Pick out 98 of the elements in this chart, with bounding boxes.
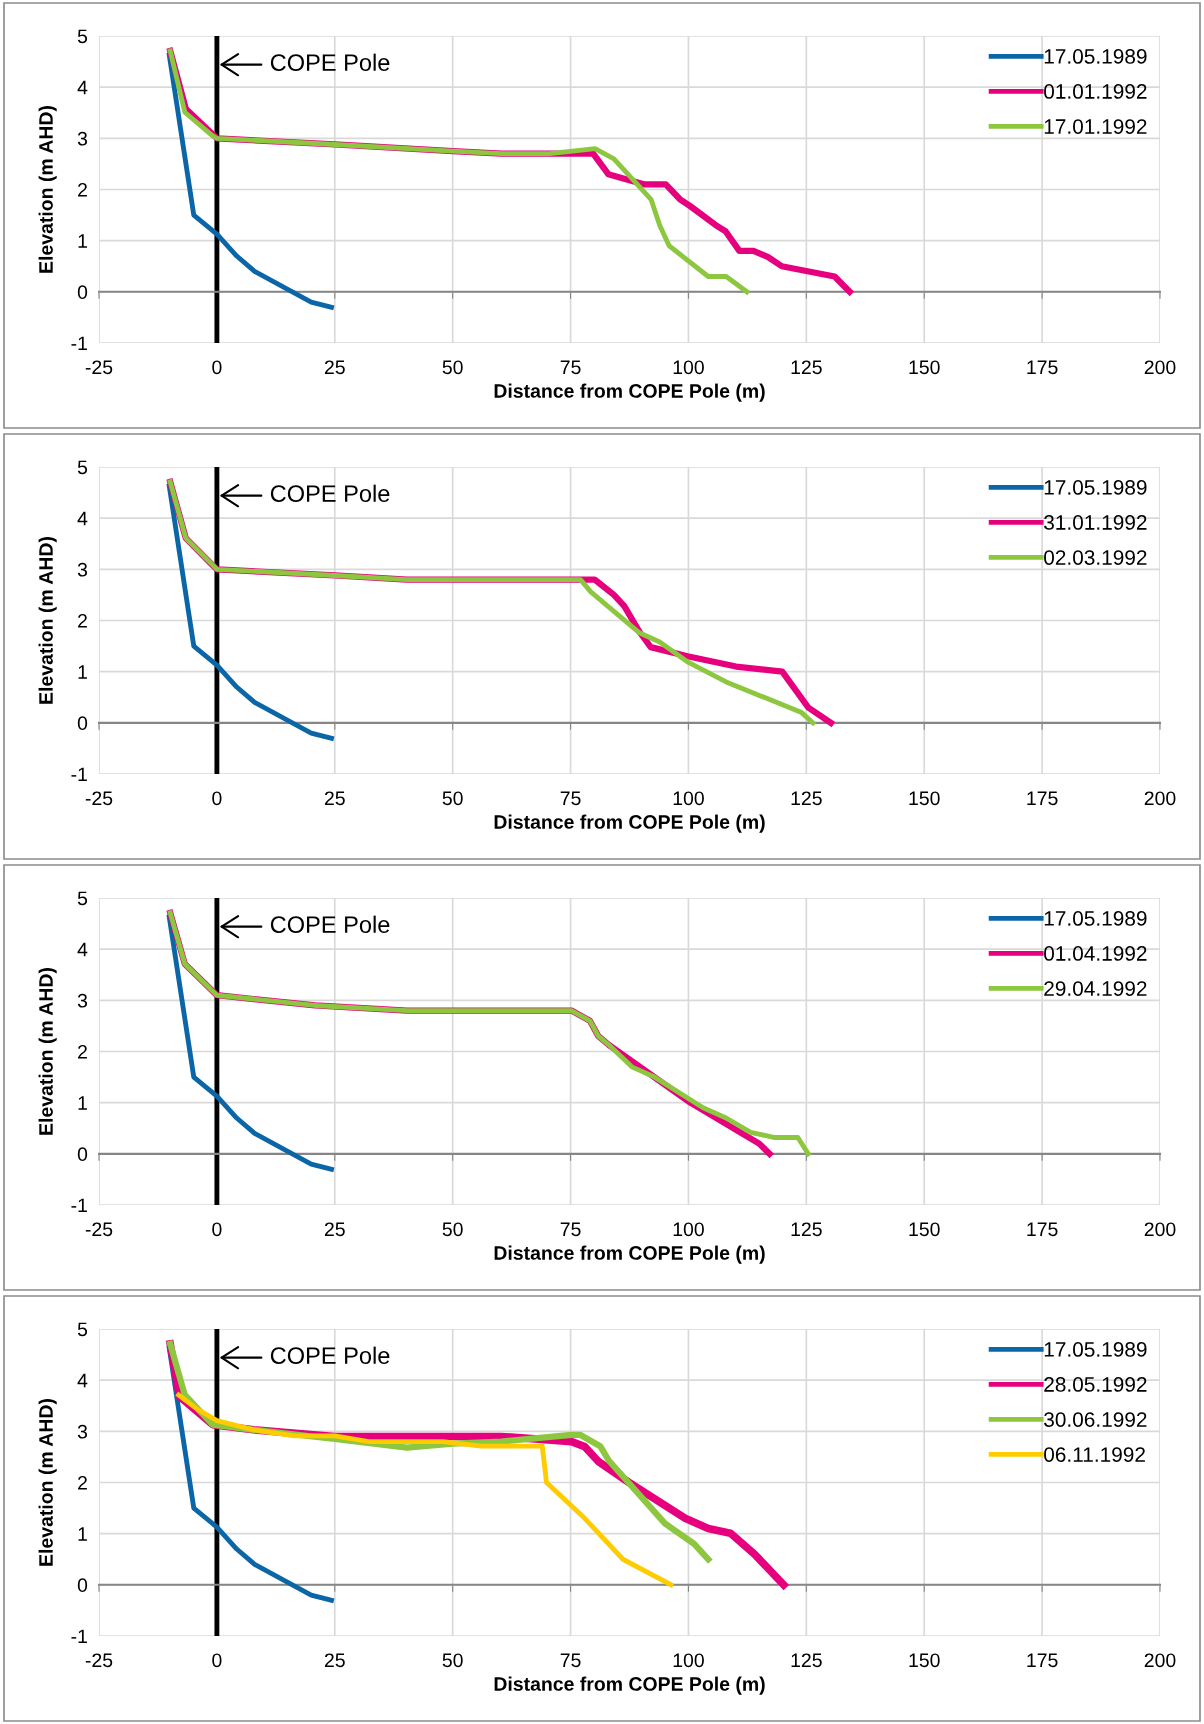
x-tick-label: 25 <box>324 360 345 375</box>
y-tick-label: -1 <box>71 1629 87 1644</box>
x-tick-label: 125 <box>791 791 822 806</box>
y-tick-label: 0 <box>77 1147 88 1162</box>
x-tick-label: 150 <box>909 360 940 375</box>
legend-label: 30.06.1992 <box>1044 1412 1147 1427</box>
x-tick-label: 200 <box>1144 1222 1176 1237</box>
x-tick-label: 0 <box>212 1222 222 1237</box>
legend-label: 06.11.1992 <box>1044 1447 1145 1462</box>
line-series <box>166 483 334 741</box>
legend-label: 29.04.1992 <box>1044 981 1147 996</box>
y-tick-label: 2 <box>78 1044 87 1059</box>
y-tick-label: 5 <box>77 460 88 475</box>
y-tick-label: 4 <box>77 80 88 95</box>
legend-label: 28.05.1992 <box>1044 1377 1147 1392</box>
x-axis-title: Distance from COPE Pole (m) <box>494 814 765 833</box>
x-axis-title: Distance from COPE Pole (m) <box>494 1245 765 1264</box>
y-tick-label: -1 <box>71 1198 87 1213</box>
x-tick-label: 75 <box>560 360 581 375</box>
x-tick-label: 25 <box>324 1653 345 1668</box>
x-tick-label: 50 <box>442 1222 463 1237</box>
legend-label: 17.05.1989 <box>1044 49 1147 64</box>
y-axis-title: Elevation (m AHD) <box>38 106 57 273</box>
y-axis-title: Elevation (m AHD) <box>38 1399 57 1566</box>
y-tick-label: 3 <box>77 131 88 146</box>
y-tick-label: 0 <box>77 1578 88 1593</box>
x-tick-label: 200 <box>1144 360 1176 375</box>
y-tick-label: 2 <box>78 182 87 197</box>
x-axis-title: Distance from COPE Pole (m) <box>494 383 765 402</box>
x-tick-label: 50 <box>442 791 463 806</box>
y-axis-title: Elevation (m AHD) <box>38 968 57 1135</box>
y-tick-label: 3 <box>77 993 88 1008</box>
x-tick-label: 0 <box>212 791 222 806</box>
x-tick-label: 75 <box>560 1222 581 1237</box>
x-tick-label: 200 <box>1144 1653 1176 1668</box>
x-tick-label: 100 <box>673 1222 704 1237</box>
x-tick-label: 175 <box>1027 791 1058 806</box>
ref-line-label: COPE Pole <box>270 484 390 502</box>
legend-label: 17.05.1989 <box>1044 1342 1147 1357</box>
line-series <box>176 1392 674 1588</box>
x-tick-label: -25 <box>85 791 113 806</box>
legend-label: 01.01.1992 <box>1044 84 1147 99</box>
y-tick-label: 3 <box>77 1424 88 1439</box>
ref-line-label: COPE Pole <box>270 1346 390 1364</box>
y-tick-label: 1 <box>78 665 87 679</box>
y-tick-label: -1 <box>71 336 87 351</box>
x-tick-label: 100 <box>673 1653 704 1668</box>
legend-label: 31.01.1992 <box>1044 515 1147 530</box>
y-axis-title: Elevation (m AHD) <box>38 537 57 704</box>
y-tick-label: 5 <box>77 891 88 906</box>
x-tick-label: 100 <box>673 360 704 375</box>
x-tick-label: 50 <box>442 360 463 375</box>
y-tick-label: 2 <box>78 1475 87 1490</box>
x-tick-label: 175 <box>1027 360 1058 375</box>
y-tick-label: 0 <box>77 716 88 731</box>
x-tick-label: 125 <box>791 1222 822 1237</box>
x-tick-label: 150 <box>909 1653 940 1668</box>
y-tick-label: 4 <box>77 1373 88 1388</box>
y-tick-label: 1 <box>78 234 87 248</box>
x-tick-label: 125 <box>791 360 822 375</box>
x-tick-label: 75 <box>560 1653 581 1668</box>
y-tick-label: 4 <box>77 942 88 957</box>
x-tick-label: 175 <box>1027 1222 1058 1237</box>
legend-label: 17.05.1989 <box>1044 911 1147 926</box>
x-tick-label: -25 <box>85 1222 113 1237</box>
x-tick-label: -25 <box>85 1653 113 1668</box>
x-tick-label: 25 <box>324 1222 345 1237</box>
legend-label: 17.01.1992 <box>1044 119 1147 134</box>
x-tick-label: 125 <box>791 1653 822 1668</box>
ref-line-label: COPE Pole <box>270 53 390 71</box>
x-tick-label: 150 <box>909 1222 940 1237</box>
x-tick-label: 25 <box>324 791 345 806</box>
legend-label: 01.04.1992 <box>1044 946 1147 961</box>
x-tick-label: -25 <box>85 360 113 375</box>
x-tick-label: 150 <box>909 791 940 806</box>
line-series <box>166 914 334 1172</box>
y-tick-label: 1 <box>78 1096 87 1110</box>
y-tick-label: 0 <box>77 285 88 300</box>
legend-label: 02.03.1992 <box>1044 550 1147 565</box>
x-tick-label: 75 <box>560 791 581 806</box>
x-tick-label: 175 <box>1027 1653 1058 1668</box>
y-tick-label: 3 <box>77 562 88 577</box>
y-tick-label: -1 <box>71 767 87 782</box>
x-tick-label: 50 <box>442 1653 463 1668</box>
x-tick-label: 200 <box>1144 791 1176 806</box>
y-tick-label: 4 <box>77 511 88 526</box>
x-tick-label: 0 <box>212 1653 222 1668</box>
y-tick-label: 5 <box>77 1322 88 1337</box>
x-axis-title: Distance from COPE Pole (m) <box>494 1676 765 1695</box>
legend-label: 17.05.1989 <box>1044 480 1147 495</box>
ref-line-label: COPE Pole <box>270 915 390 933</box>
x-tick-label: 100 <box>673 791 704 806</box>
line-series <box>167 48 750 295</box>
y-tick-label: 5 <box>77 29 88 44</box>
line-series <box>166 52 334 310</box>
x-tick-label: 0 <box>212 360 222 375</box>
y-tick-label: 1 <box>78 1527 87 1541</box>
y-tick-label: 2 <box>78 613 87 628</box>
